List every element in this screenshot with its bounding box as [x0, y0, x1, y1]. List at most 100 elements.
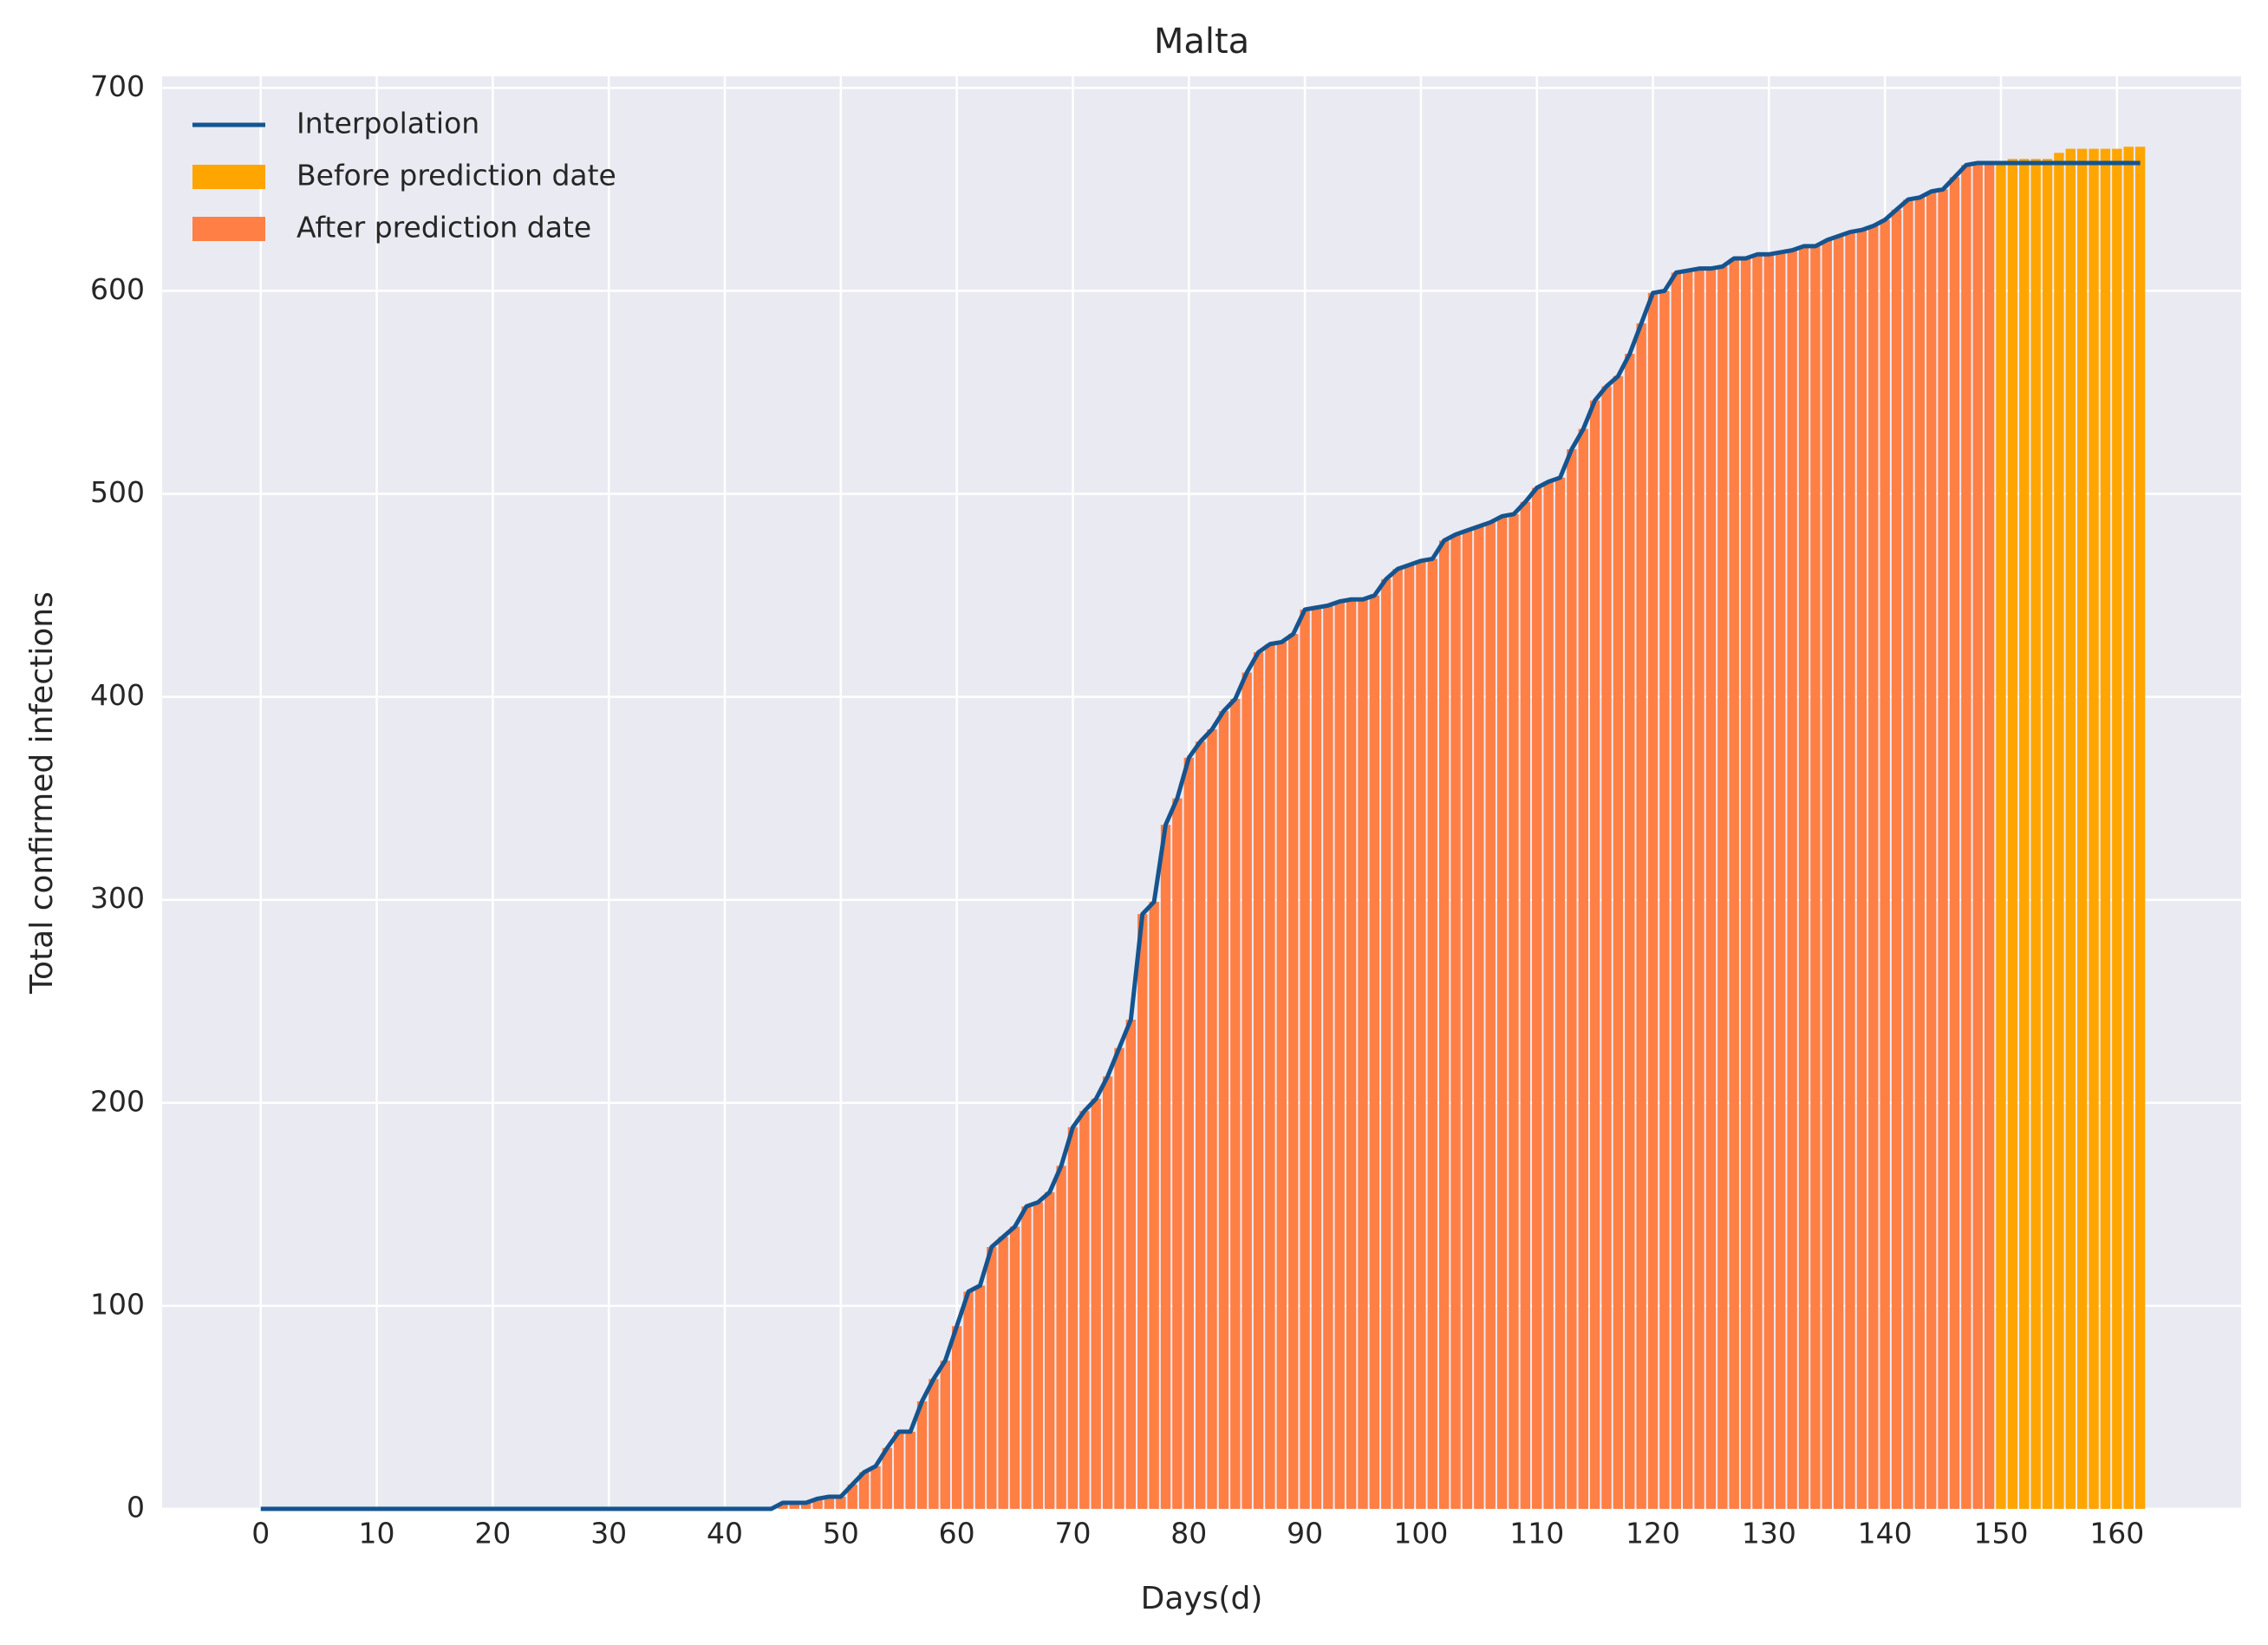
bar	[1833, 236, 1844, 1509]
bar	[1416, 560, 1426, 1509]
bar	[1067, 1126, 1079, 1509]
bar	[1798, 245, 1809, 1509]
bar	[1763, 254, 1775, 1509]
x-tick-label: 120	[1626, 1517, 1680, 1550]
bar	[1880, 219, 1890, 1510]
bar	[1520, 501, 1531, 1509]
x-tick-label: 110	[1509, 1517, 1564, 1550]
bar	[824, 1496, 835, 1509]
bar	[1961, 165, 1971, 1510]
bar	[2100, 148, 2111, 1509]
legend-swatch	[192, 217, 265, 241]
bar	[789, 1502, 799, 1509]
x-tick-label: 40	[707, 1517, 743, 1550]
bar	[1509, 513, 1519, 1509]
bar	[1009, 1226, 1020, 1509]
bar	[1160, 825, 1171, 1509]
bar	[1822, 239, 1832, 1509]
bar	[1787, 250, 1797, 1509]
bar	[1265, 643, 1275, 1509]
bar	[1938, 189, 1948, 1509]
bar	[836, 1496, 846, 1509]
bar	[1369, 595, 1380, 1509]
bar	[2054, 153, 2064, 1509]
bar	[1323, 605, 1333, 1510]
bar	[812, 1498, 823, 1509]
y-tick-label: 0	[127, 1491, 145, 1524]
bar	[1230, 698, 1241, 1509]
bar	[1021, 1206, 1032, 1509]
x-tick-label: 160	[2089, 1517, 2144, 1550]
bar	[1427, 558, 1437, 1510]
bar	[1102, 1076, 1113, 1509]
bar	[2076, 148, 2088, 1509]
bar	[1334, 601, 1345, 1509]
bar	[1636, 323, 1646, 1510]
bar	[1996, 162, 2006, 1510]
bar	[1543, 481, 1554, 1509]
bar	[1671, 272, 1681, 1510]
bar	[1056, 1165, 1066, 1509]
bar	[1358, 599, 1368, 1509]
bar	[1462, 530, 1473, 1509]
bar	[1613, 375, 1624, 1509]
x-tick-label: 100	[1393, 1517, 1448, 1550]
y-tick-label: 600	[90, 272, 145, 306]
bar	[2112, 148, 2122, 1509]
x-tick-label: 50	[823, 1517, 859, 1550]
y-axis-label: Total confirmed infections	[24, 591, 60, 995]
bar	[1218, 711, 1229, 1509]
bar	[905, 1432, 916, 1509]
bar	[929, 1379, 939, 1509]
bar	[1752, 254, 1763, 1509]
bar	[1810, 245, 1821, 1509]
x-tick-label: 130	[1742, 1517, 1796, 1550]
bar	[1694, 268, 1704, 1510]
bar	[1532, 487, 1542, 1510]
x-tick-label: 30	[590, 1517, 627, 1550]
x-tick-label: 20	[474, 1517, 511, 1550]
chart-title: Malta	[1154, 22, 1249, 62]
bar	[1404, 565, 1415, 1509]
bar	[2042, 159, 2053, 1510]
bar	[1567, 449, 1577, 1510]
bar	[1740, 258, 1751, 1509]
bar	[1137, 914, 1148, 1509]
bar	[963, 1291, 974, 1509]
bar	[987, 1247, 997, 1509]
bar	[1845, 232, 1855, 1510]
bar	[1891, 209, 1902, 1509]
bar	[1276, 642, 1287, 1509]
x-tick-label: 80	[1170, 1517, 1207, 1550]
bar	[1683, 271, 1693, 1509]
bar	[1705, 268, 1717, 1510]
legend-label: After prediction date	[297, 211, 591, 245]
y-tick-label: 300	[90, 881, 145, 915]
x-tick-label: 90	[1287, 1517, 1323, 1550]
bar	[1114, 1048, 1124, 1509]
bar	[1172, 798, 1183, 1509]
legend-label: Interpolation	[297, 107, 479, 140]
bar	[1914, 197, 1926, 1509]
legend-label: Before prediction date	[297, 159, 616, 193]
bar	[1125, 1019, 1137, 1509]
bar	[1474, 525, 1484, 1509]
bar	[1195, 741, 1206, 1509]
bar	[1972, 162, 1983, 1510]
bar	[916, 1400, 928, 1509]
bar	[2089, 148, 2099, 1509]
bar	[1346, 599, 1357, 1509]
bar	[940, 1361, 950, 1509]
bar	[1392, 569, 1403, 1509]
bar	[1033, 1202, 1044, 1509]
bar	[998, 1237, 1008, 1509]
bar	[1253, 652, 1264, 1509]
bar	[1079, 1111, 1090, 1509]
bar	[1776, 251, 1786, 1509]
y-tick-label: 400	[90, 678, 145, 712]
bar	[1438, 540, 1450, 1509]
bar	[1659, 290, 1670, 1510]
bar	[1311, 607, 1322, 1509]
bar	[1717, 266, 1728, 1509]
